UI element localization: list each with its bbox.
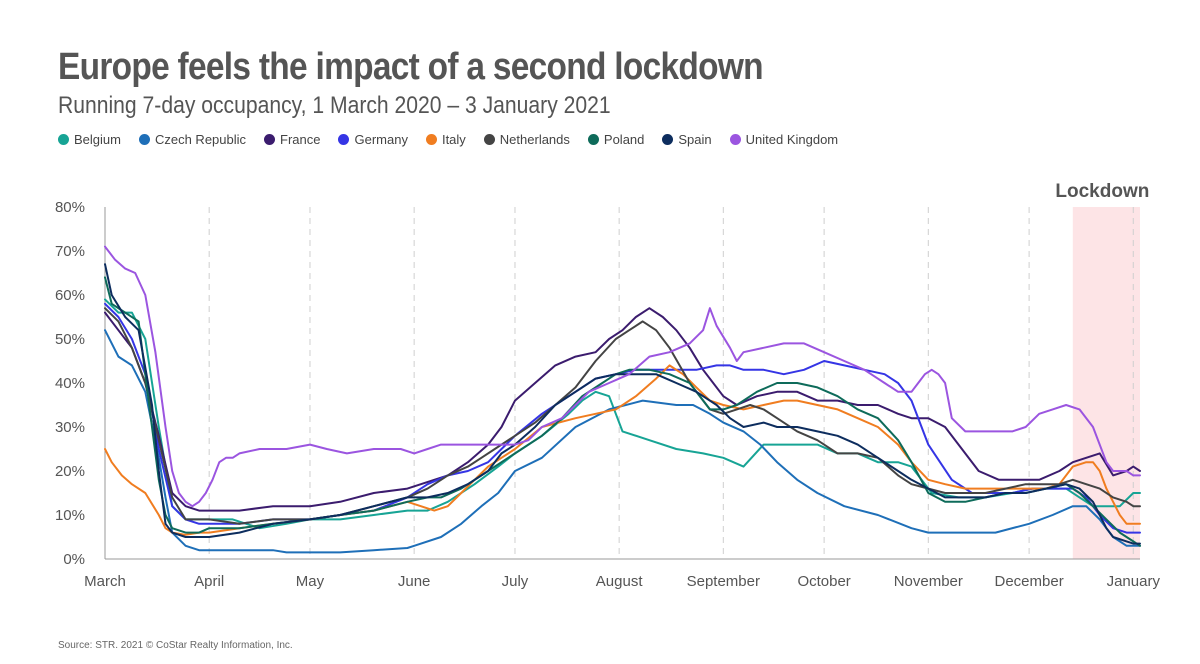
- lockdown-label: Lockdown: [1055, 181, 1149, 202]
- legend-label-italy: Italy: [441, 132, 466, 147]
- x-tick-april: April: [194, 573, 224, 590]
- x-tick-december: December: [995, 573, 1064, 590]
- series-line-united-kingdom: [104, 245, 1141, 508]
- chart-title: Europe feels the impact of a second lock…: [58, 46, 764, 88]
- series-line-france: [104, 307, 1141, 512]
- y-tick-70: 70%: [55, 243, 85, 260]
- legend-label-netherlands: Netherlands: [499, 132, 570, 147]
- series-line-poland: [104, 276, 1141, 547]
- legend-swatch-united-kingdom: [729, 134, 741, 145]
- series-line-italy: [104, 364, 1141, 536]
- legend-item-netherlands: Netherlands: [483, 132, 570, 147]
- legend-swatch-france: [264, 134, 276, 145]
- legend-item-france: France: [264, 132, 320, 147]
- legend-swatch-poland: [587, 134, 599, 145]
- legend-item-germany: Germany: [338, 132, 408, 147]
- legend-swatch-netherlands: [483, 134, 495, 145]
- x-tick-august: August: [596, 573, 644, 590]
- y-tick-50: 50%: [55, 331, 85, 348]
- x-tick-may: May: [296, 573, 325, 590]
- legend-item-poland: Poland: [587, 132, 645, 147]
- legend-label-germany: Germany: [354, 132, 408, 147]
- legend-item-czech-republic: Czech Republic: [138, 132, 247, 147]
- legend-swatch-czech-republic: [138, 134, 150, 145]
- x-tick-june: June: [398, 573, 431, 590]
- series-line-netherlands: [104, 307, 1141, 525]
- legend-swatch-germany: [338, 134, 350, 145]
- y-tick-0: 0%: [63, 551, 85, 568]
- legend-label-france: France: [280, 132, 321, 147]
- y-tick-30: 30%: [55, 419, 85, 436]
- y-tick-80: 80%: [55, 199, 85, 216]
- y-tick-60: 60%: [55, 287, 85, 304]
- x-tick-september: September: [687, 573, 760, 590]
- y-tick-40: 40%: [55, 375, 85, 392]
- series-line-czech-republic: [104, 329, 1141, 554]
- chart-subtitle: Running 7-day occupancy, 1 March 2020 – …: [58, 92, 611, 119]
- legend-item-belgium: Belgium: [58, 132, 121, 147]
- x-tick-july: July: [502, 573, 529, 590]
- legend-label-belgium: Belgium: [74, 132, 121, 147]
- legend-swatch-italy: [425, 134, 437, 145]
- legend-item-spain: Spain: [662, 132, 712, 147]
- legend-swatch-spain: [662, 134, 674, 145]
- x-tick-january: January: [1107, 573, 1161, 590]
- y-tick-20: 20%: [55, 463, 85, 480]
- series-line-spain: [104, 263, 1141, 545]
- x-tick-march: March: [84, 573, 126, 590]
- legend-item-italy: Italy: [425, 132, 466, 147]
- legend-label-united-kingdom: United Kingdom: [745, 132, 839, 147]
- legend: Belgium Czech Republic France Germany Italy N…: [58, 132, 838, 147]
- legend-label-spain: Spain: [678, 132, 712, 147]
- legend-swatch-belgium: [58, 134, 69, 145]
- legend-label-czech-republic: Czech Republic: [154, 132, 247, 147]
- legend-label-poland: Poland: [603, 132, 645, 147]
- y-tick-10: 10%: [55, 507, 85, 524]
- legend-item-united-kingdom: United Kingdom: [729, 132, 839, 147]
- source-note: Source: STR. 2021 © CoStar Realty Inform…: [58, 640, 293, 651]
- x-tick-november: November: [894, 573, 963, 590]
- x-tick-october: October: [797, 573, 850, 590]
